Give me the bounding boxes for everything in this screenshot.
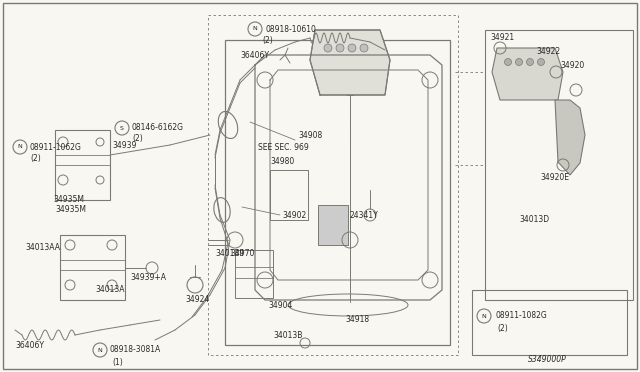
Bar [270,170,308,220]
Text: 34013D: 34013D [519,215,549,224]
Text: 34920E: 34920E [540,173,569,183]
Polygon shape [310,30,390,95]
Bar [60,235,125,300]
Text: 36406Y: 36406Y [240,51,269,60]
Text: 34980: 34980 [270,157,294,167]
Text: (2): (2) [262,35,273,45]
Text: 34902: 34902 [282,211,307,219]
Polygon shape [555,100,585,175]
Text: 34939+A: 34939+A [130,273,166,282]
Text: 34908: 34908 [298,131,323,140]
Text: 34904: 34904 [268,301,292,310]
Bar [472,290,627,355]
Text: 34924: 34924 [185,295,209,305]
Bar [55,130,110,200]
Text: (2): (2) [30,154,41,163]
Text: N: N [482,314,486,318]
Text: 34013II: 34013II [215,248,244,257]
Text: 34935M: 34935M [55,205,86,215]
Circle shape [360,44,368,52]
Text: 34920: 34920 [560,61,584,70]
Text: 34922: 34922 [536,48,560,57]
Text: N: N [98,347,102,353]
Text: 24341Y: 24341Y [350,211,379,219]
Text: 34935M: 34935M [53,196,84,205]
Bar [235,250,273,298]
Text: SEE SEC. 969: SEE SEC. 969 [258,144,308,153]
Circle shape [515,58,522,65]
Bar [318,205,348,245]
Bar [485,30,633,300]
Text: 08918-3081A: 08918-3081A [110,346,161,355]
Text: N: N [253,26,257,32]
Text: 08146-6162G: 08146-6162G [132,124,184,132]
Circle shape [538,58,545,65]
Text: 08911-1062G: 08911-1062G [30,142,82,151]
Circle shape [324,44,332,52]
Text: 08911-1082G: 08911-1082G [495,311,547,321]
Text: 34918: 34918 [345,315,369,324]
Text: (2): (2) [497,324,508,333]
Text: 34921: 34921 [490,32,514,42]
Circle shape [348,44,356,52]
Polygon shape [492,48,563,100]
Text: (1): (1) [112,357,123,366]
Text: S349000P: S349000P [528,356,567,365]
Text: 34013A: 34013A [95,285,125,295]
Circle shape [504,58,511,65]
Bar [225,40,450,345]
Text: 08918-10610: 08918-10610 [266,25,317,33]
Text: (2): (2) [132,135,143,144]
Text: 34939: 34939 [112,141,136,150]
Text: S: S [120,125,124,131]
Text: 36406Y: 36406Y [15,340,44,350]
Circle shape [527,58,534,65]
Text: N: N [18,144,22,150]
Text: 34013B: 34013B [273,330,302,340]
Circle shape [336,44,344,52]
Text: 34013AA: 34013AA [25,244,60,253]
Text: 34970: 34970 [230,248,254,257]
